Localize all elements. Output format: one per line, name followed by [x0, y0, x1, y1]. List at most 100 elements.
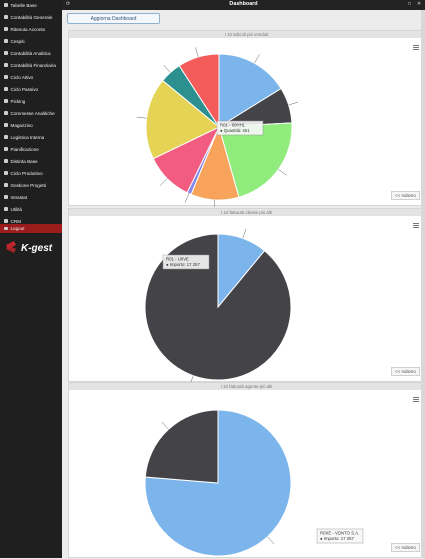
- folder-icon: [4, 27, 8, 31]
- sidebar-item-distinta-base[interactable]: Distinta Base: [0, 156, 62, 166]
- folder-icon: [4, 123, 8, 127]
- sidebar-item-ritenuta-acconto[interactable]: Ritenuta Acconto: [0, 24, 62, 34]
- sidebar-item-magazzino[interactable]: Magazzino: [0, 120, 62, 130]
- sidebar-item-intrastat[interactable]: Intrastat: [0, 192, 62, 202]
- folder-icon: [4, 75, 8, 79]
- chart-menu-icon[interactable]: [413, 223, 419, 228]
- reset-zoom-button[interactable]: << Indietro: [391, 367, 420, 376]
- data-label-connector: [254, 54, 260, 64]
- chart-tooltip: R01 - U0VE● Importo: 17 257: [162, 254, 210, 270]
- chart-panel-top-articles: I 10 articoli più venduti R01 - 00HHL ● Q…: [68, 30, 425, 207]
- sidebar-item-label: Tabelle Base: [10, 2, 37, 8]
- sidebar-item-label: Utilità: [10, 206, 23, 212]
- data-label-connector: [190, 375, 194, 383]
- folder-icon: [4, 87, 8, 91]
- folder-icon: [4, 15, 8, 19]
- sidebar-item-ciclo-attivo[interactable]: Ciclo Attivo: [0, 72, 62, 82]
- logout-icon: [4, 226, 8, 231]
- reset-zoom-button[interactable]: << Indietro: [391, 191, 420, 200]
- scrollbar[interactable]: [421, 10, 425, 558]
- panel-title: I 10 articoli più venduti: [69, 31, 424, 38]
- sidebar-item-picking[interactable]: Picking: [0, 96, 62, 106]
- folder-icon: [4, 219, 8, 223]
- data-label-connector: [163, 64, 171, 73]
- sidebar-item-label: Contabilità Generale: [10, 14, 53, 20]
- sidebar-item-utilita[interactable]: Utilità: [0, 204, 62, 214]
- sidebar-item-label: Logout: [10, 226, 25, 231]
- sidebar-item-ciclo-produttivo[interactable]: Ciclo Produttivo: [0, 168, 62, 178]
- sidebar-item-label: Distinta Base: [10, 158, 38, 164]
- sidebar-item-label: CRM: [10, 218, 21, 224]
- panel-title: I 10 fatturati agente più alti: [69, 383, 424, 390]
- sidebar-item-tabelle-base[interactable]: Tabelle Base: [0, 0, 62, 10]
- sidebar-item-label: Ciclo Attivo: [10, 74, 34, 80]
- tooltip-value: ● Quantità: 451: [220, 128, 250, 133]
- folder-icon: [4, 171, 8, 175]
- pie-chart: R01 - 00HHL● Quantità: 451: [136, 47, 299, 207]
- sidebar-item-contabilita-finanziaria[interactable]: Contabilità Finanziaria: [0, 60, 62, 70]
- sidebar-item-commesse-analitiche[interactable]: Commesse Analitiche: [0, 108, 62, 118]
- data-label-connector: [214, 199, 215, 207]
- pie-chart: R0XE - VDNTO S.A.● Importo: 17 257: [144, 409, 364, 557]
- panel-title: I 10 fatturati cliente più alti: [69, 209, 424, 216]
- tooltip-label: R01 - U0VE: [166, 257, 189, 262]
- sidebar-item-cespiti[interactable]: Cespiti: [0, 36, 62, 46]
- sidebar-item-crm[interactable]: CRM: [0, 216, 62, 226]
- maximize-icon[interactable]: □: [408, 1, 412, 7]
- chart-menu-icon[interactable]: [413, 45, 419, 50]
- pie-slice[interactable]: [218, 122, 293, 198]
- sidebar-item-label: Picking: [10, 98, 26, 104]
- pie-slice[interactable]: [145, 79, 220, 160]
- close-icon[interactable]: ✕: [417, 1, 422, 7]
- window-title: Dashboard: [229, 1, 258, 7]
- data-label-connector: [160, 178, 168, 186]
- sidebar-item-pianificazione[interactable]: Pianificazione: [0, 144, 62, 154]
- kgest-logo: K-gest: [6, 241, 53, 254]
- folder-icon: [4, 51, 8, 55]
- sidebar-item-label: Ritenuta Acconto: [10, 26, 46, 32]
- sidebar-item-logistica-interna[interactable]: Logistica Interna: [0, 132, 62, 142]
- sidebar-item-label: Contabilità Finanziaria: [10, 62, 56, 68]
- data-label-connector: [267, 536, 275, 545]
- sidebar-item-label: Gestione Progetti: [10, 182, 47, 188]
- folder-icon: [4, 39, 8, 43]
- folder-icon: [4, 111, 8, 115]
- folder-icon: [4, 99, 8, 103]
- sidebar-item-label: Intrastat: [10, 194, 28, 200]
- sidebar-item-ciclo-passivo[interactable]: Ciclo Passivo: [0, 84, 62, 94]
- folder-icon: [4, 207, 8, 211]
- refresh-icon[interactable]: ⟳: [66, 1, 71, 7]
- data-label-connector: [136, 116, 147, 119]
- folder-icon: [4, 159, 8, 163]
- pie-slice[interactable]: [144, 409, 219, 484]
- pie-slice[interactable]: [218, 53, 282, 128]
- folder-icon: [4, 195, 8, 199]
- folder-icon: [4, 147, 8, 151]
- chart-panel-top-agents: I 10 fatturati agente più alti R0XE - VD…: [68, 382, 425, 558]
- sidebar-item-contabilita-generale[interactable]: Contabilità Generale: [0, 12, 62, 22]
- sidebar-item-gestione-progetti[interactable]: Gestione Progetti: [0, 180, 62, 190]
- data-label-connector: [288, 101, 299, 106]
- sidebar-item-label: Cespiti: [10, 38, 25, 44]
- logo-text: K-gest: [21, 243, 53, 254]
- refresh-dashboard-button[interactable]: Aggiorna Dashboard: [67, 13, 160, 24]
- sidebar-item-label: Pianificazione: [10, 146, 39, 152]
- sidebar: Tabelle Base Contabilità Generale Ritenu…: [0, 0, 62, 558]
- chart-panel-top-customers: I 10 fatturati cliente più alti R01 - U0…: [68, 208, 425, 383]
- folder-icon: [4, 63, 8, 67]
- data-label-connector: [161, 421, 169, 430]
- sidebar-item-logout[interactable]: Logout: [0, 224, 62, 233]
- chart-menu-icon[interactable]: [413, 397, 419, 402]
- folder-icon: [4, 3, 8, 7]
- tooltip-value: ● Importo: 17 257: [166, 262, 200, 267]
- reset-zoom-button[interactable]: << Indietro: [391, 543, 420, 552]
- folder-icon: [4, 183, 8, 187]
- tooltip-label: R01 - 00HHL: [220, 123, 246, 128]
- pie-slice[interactable]: [144, 409, 292, 557]
- chart-tooltip: R0XE - VDNTO S.A.● Importo: 17 257: [316, 528, 364, 544]
- folder-icon: [4, 135, 8, 139]
- sidebar-item-label: Ciclo Produttivo: [10, 170, 43, 176]
- sidebar-item-contabilita-analitica[interactable]: Contabilità Analitica: [0, 48, 62, 58]
- tooltip-label: R0XE - VDNTO S.A.: [320, 531, 359, 536]
- sidebar-item-label: Ciclo Passivo: [10, 86, 39, 92]
